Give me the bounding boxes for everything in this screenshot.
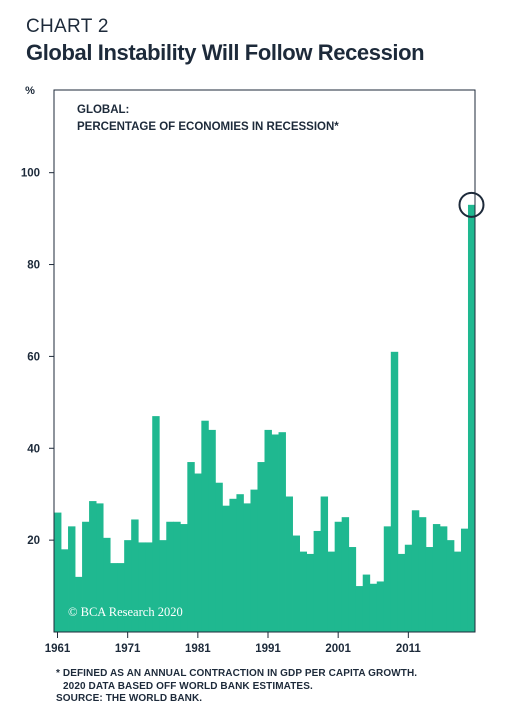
bar-2006: [369, 583, 378, 632]
bar-1963: [68, 526, 76, 632]
x-tick-label-1991: 1991: [255, 643, 281, 655]
footnotes: * DEFINED AS AN ANNUAL CONTRACTION IN GD…: [56, 668, 417, 706]
bar-2008: [383, 526, 392, 632]
bar-1975: [152, 416, 160, 632]
plot-frame: [53, 89, 476, 633]
bar-1985: [222, 505, 230, 632]
bar-1979: [180, 524, 188, 632]
bar-1965: [82, 521, 90, 632]
bar-1987: [236, 494, 244, 632]
x-tick-label-1981: 1981: [185, 643, 211, 655]
y-axis-unit-label: %: [25, 85, 35, 97]
bar-1991: [264, 429, 272, 632]
bar-1961: [54, 512, 62, 632]
bar-1999: [320, 496, 329, 632]
bar-2016: [439, 526, 448, 632]
bar-1968: [103, 537, 111, 632]
y-tick-label-60: 60: [27, 351, 40, 363]
bar-1994: [285, 496, 293, 632]
bar-1966: [89, 501, 97, 632]
bars-layer: [54, 204, 476, 632]
bar-1996: [299, 551, 307, 632]
bar-1967: [96, 503, 104, 632]
highlight-circle: [458, 191, 485, 218]
bar-2014: [425, 547, 434, 632]
bar-2018: [453, 551, 462, 632]
bar-2007: [376, 581, 385, 632]
bar-1964: [75, 576, 83, 632]
bar-1997: [306, 553, 315, 632]
bar-1977: [166, 521, 174, 632]
bar-2013: [418, 517, 427, 632]
y-tick-label-40: 40: [27, 443, 40, 455]
bar-1973: [138, 542, 146, 632]
bar-1976: [159, 540, 167, 632]
bar-1972: [131, 519, 139, 632]
bar-1969: [110, 563, 118, 632]
footnote-estimate: 2020 DATA BASED OFF WORLD BANK ESTIMATES…: [63, 680, 313, 692]
bar-2004: [355, 586, 364, 632]
bar-1981: [194, 473, 202, 632]
footnote-definition: * DEFINED AS AN ANNUAL CONTRACTION IN GD…: [56, 668, 418, 679]
bar-2002: [341, 517, 350, 632]
bar-2015: [432, 524, 441, 632]
bar-1988: [243, 503, 251, 632]
bar-1986: [229, 498, 237, 632]
bar-2012: [411, 510, 420, 632]
x-tick-label-2011: 2011: [396, 643, 422, 655]
bar-1962: [61, 549, 69, 632]
axis-layer: 20 40 60 80 100 1961 1971 1981 1991 2001 2011: [21, 89, 485, 655]
bar-2020: [467, 204, 476, 632]
bar-1983: [208, 429, 216, 632]
bar-1990: [257, 462, 265, 632]
watermark: © BCA Research 2020: [68, 605, 183, 619]
bar-2017: [446, 540, 455, 632]
bar-2019: [460, 528, 469, 632]
bar-1970: [117, 563, 125, 632]
bar-1998: [313, 530, 322, 632]
bar-1984: [215, 482, 223, 632]
bar-1974: [145, 542, 153, 632]
bar-1993: [278, 432, 286, 632]
bar-2000: [327, 551, 336, 632]
bar-2010: [397, 553, 406, 632]
x-tick-label-2001: 2001: [325, 643, 351, 655]
footnote-source: SOURCE: THE WORLD BANK.: [56, 693, 203, 704]
bar-1980: [187, 462, 195, 632]
x-tick-label-1961: 1961: [45, 643, 71, 655]
y-tick-label-20: 20: [27, 535, 40, 547]
bar-1978: [173, 521, 181, 632]
y-tick-label-100: 100: [21, 168, 40, 180]
y-tick-label-80: 80: [27, 260, 40, 272]
bar-1992: [271, 434, 279, 632]
watermark-text: © BCA Research 2020: [68, 605, 183, 619]
bar-2003: [348, 547, 357, 632]
bar-1995: [292, 535, 300, 632]
bar-2011: [404, 544, 413, 632]
plot-subtitle: PERCENTAGE OF ECONOMIES IN RECESSION*: [77, 121, 339, 133]
bar-1989: [250, 489, 258, 632]
plot-title: GLOBAL:: [77, 104, 129, 116]
x-tick-label-1971: 1971: [115, 643, 141, 655]
bar-2009: [390, 351, 399, 632]
bar-2001: [334, 521, 343, 632]
bar-2005: [362, 574, 371, 632]
chart-number-label: CHART 2: [26, 16, 109, 37]
chart-title: Global Instability Will Follow Recession: [26, 40, 425, 65]
bar-1982: [201, 420, 209, 632]
bar-1971: [124, 540, 132, 632]
